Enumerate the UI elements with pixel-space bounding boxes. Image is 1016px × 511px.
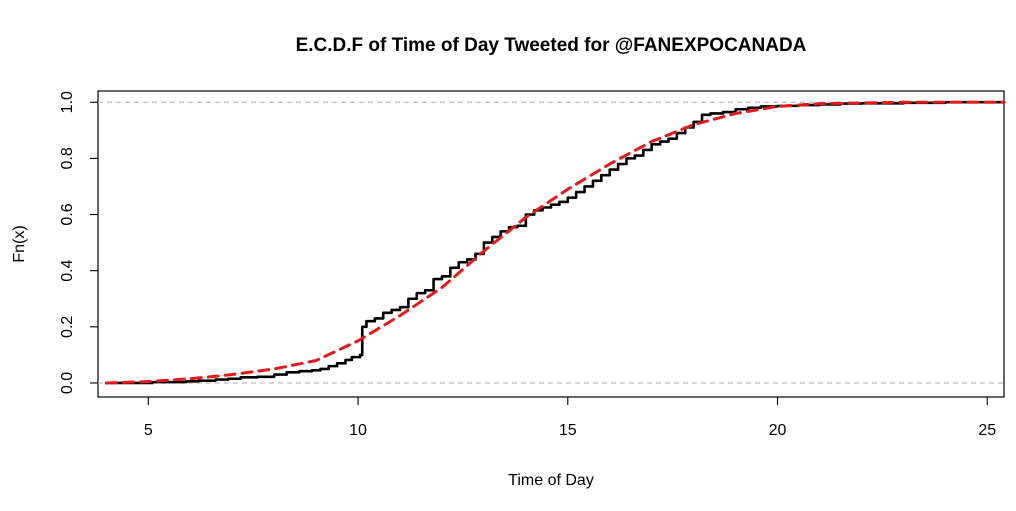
x-tick-label-2: 15 (559, 422, 577, 439)
ecdf-step-line (105, 100, 1006, 385)
chart-title: E.C.D.F of Time of Day Tweeted for @FANE… (296, 35, 807, 56)
y-axis: 0.0 0.2 0.4 0.6 0.8 1.0 (59, 91, 98, 394)
y-tick-label-2: 0.4 (59, 259, 76, 281)
y-tick-label-5: 1.0 (59, 91, 76, 113)
plot-frame (97, 90, 1005, 398)
y-tick-label-1: 0.2 (59, 316, 76, 338)
y-tick-label-0: 0.0 (59, 372, 76, 394)
reference-lines (98, 101, 1004, 384)
x-tick-label-4: 25 (978, 422, 996, 439)
x-tick-label-3: 20 (769, 422, 787, 439)
x-axis: 5 10 15 20 25 (144, 397, 996, 439)
y-tick-label-3: 0.6 (59, 203, 76, 225)
x-tick-label-1: 10 (349, 422, 367, 439)
y-tick-label-4: 0.8 (59, 147, 76, 169)
x-tick-label-0: 5 (144, 422, 153, 439)
y-axis-label: Fn(x) (11, 225, 28, 262)
series-layer (104, 100, 1006, 385)
fitted-cdf-line (104, 100, 1006, 385)
x-axis-label: Time of Day (508, 472, 594, 489)
